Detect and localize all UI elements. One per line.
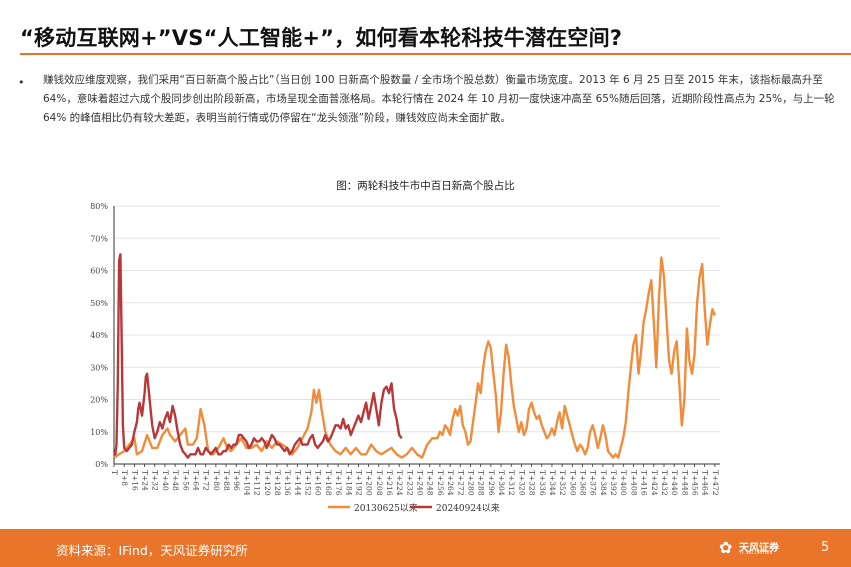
chart-legend: 20130625以来 20240924以来	[328, 503, 500, 514]
x-tick-label: T+40	[161, 470, 170, 491]
company-logo: ✿ 天风证券 TF SECURITIES	[719, 538, 805, 560]
x-tick-label: T+264	[446, 470, 455, 496]
x-tick-label: T+64	[191, 470, 200, 491]
flower-icon: ✿	[719, 538, 733, 557]
x-tick-label: T+472	[711, 470, 720, 496]
x-tick-label: T+168	[324, 470, 333, 496]
x-tick-label: T+336	[538, 470, 547, 496]
x-tick-label: T+400	[619, 470, 628, 496]
x-tick-label: T+16	[130, 470, 139, 491]
x-tick-label: T+304	[497, 470, 506, 496]
body-paragraph: 赚钱效应维度观察，我们采用“百日新高个股占比”（当日创 100 日新高个股数量 …	[43, 74, 835, 124]
x-tick-label: T+320	[517, 470, 526, 496]
page-number: 5	[821, 540, 830, 555]
x-tick-label: T+448	[680, 470, 689, 496]
series-line-1	[113, 256, 717, 459]
y-tick-label: 10%	[90, 428, 108, 437]
footer-bar: 资料来源：IFind，天风证券研究所 ✿ 天风证券 TF SECURITIES …	[0, 529, 851, 567]
x-tick-label: T+432	[660, 470, 669, 496]
x-tick-label: T+272	[456, 470, 465, 496]
x-tick-label: T	[110, 470, 119, 475]
x-tick-label: T+256	[436, 470, 445, 496]
x-tick-label: T+136	[283, 470, 292, 496]
x-tick-label: T+56	[181, 470, 190, 491]
source-note: 资料来源：IFind，天风证券研究所	[56, 543, 248, 558]
x-tick-label: T+112	[253, 470, 262, 496]
x-tick-label: T+152	[304, 470, 313, 496]
x-tick-label: T+392	[609, 470, 618, 496]
y-tick-label: 50%	[90, 299, 108, 308]
x-tick-label: T+248	[426, 470, 435, 496]
x-tick-label: T+280	[466, 470, 475, 496]
logo-subtitle: TF SECURITIES	[739, 551, 773, 556]
x-tick-label: T+408	[629, 470, 638, 496]
chart-series	[112, 253, 717, 459]
x-tick-label: T+464	[701, 470, 710, 496]
x-tick-label: T+376	[589, 470, 598, 496]
x-tick-label: T+104	[242, 470, 251, 496]
x-tick-label: T+8	[120, 470, 129, 486]
legend-label-series2: 20240924以来	[436, 503, 500, 514]
x-tick-label: T+32	[151, 470, 160, 491]
chart-grid	[114, 205, 720, 433]
x-tick-label: T+368	[579, 470, 588, 496]
x-tick-label: T+360	[568, 470, 577, 496]
x-tick-label: T+216	[385, 470, 394, 496]
x-tick-label: T+72	[202, 470, 211, 491]
x-tick-label: T+200	[365, 470, 374, 496]
x-tick-label: T+328	[528, 470, 537, 496]
x-tick-label: T+296	[487, 470, 496, 496]
x-axis-ticks: T T+8 T+16 T+24 T+32 T+40 T+48 T+56 T+64 T+72 T+80…	[110, 464, 720, 496]
y-tick-label: 0%	[95, 460, 108, 469]
x-tick-label: T+208	[375, 470, 384, 496]
y-tick-label: 40%	[90, 331, 108, 340]
x-tick-label: T+384	[599, 470, 608, 496]
x-tick-label: T+312	[507, 470, 516, 496]
x-tick-label: T+24	[141, 470, 150, 491]
x-tick-label: T+160	[314, 470, 323, 496]
x-tick-label: T+352	[558, 470, 567, 496]
x-tick-label: T+144	[293, 470, 302, 496]
x-tick-label: T+424	[650, 470, 659, 496]
x-tick-label: T+184	[344, 470, 353, 496]
title-divider	[20, 53, 851, 55]
chart-title: 图：两轮科技牛市中百日新高个股占比	[336, 180, 515, 192]
x-tick-label: T+120	[263, 470, 272, 496]
x-tick-label: T+456	[691, 470, 700, 496]
legend-label-series1: 20130625以来	[354, 503, 418, 514]
line-chart: 0%10%20%30%40%50%60%70%80% T T+8 T+16 T+24 T…	[90, 202, 720, 514]
y-tick-label: 20%	[90, 396, 108, 405]
x-tick-label: T+128	[273, 470, 282, 496]
y-tick-label: 70%	[90, 234, 108, 243]
bullet-marker: •	[18, 76, 25, 89]
x-tick-label: T+176	[334, 470, 343, 496]
x-tick-label: T+232	[405, 470, 414, 496]
x-tick-label: T+224	[395, 470, 404, 496]
x-tick-label: T+96	[232, 470, 241, 491]
x-tick-label: T+88	[222, 470, 231, 491]
y-tick-label: 30%	[90, 363, 108, 372]
series-line-2	[112, 253, 403, 459]
logo-name: 天风证券	[739, 543, 779, 554]
x-tick-label: T+80	[212, 470, 221, 491]
y-tick-label: 80%	[90, 202, 108, 211]
y-tick-label: 60%	[90, 267, 108, 276]
x-tick-label: T+344	[548, 470, 557, 496]
x-tick-label: T+240	[416, 470, 425, 496]
x-tick-label: T+48	[171, 470, 180, 491]
x-tick-label: T+192	[354, 470, 363, 496]
x-tick-label: T+440	[670, 470, 679, 496]
x-tick-label: T+288	[477, 470, 486, 496]
x-tick-label: T+416	[640, 470, 649, 496]
page-title: “移动互联网+”VS“人工智能+”，如何看本轮科技牛潜在空间?	[20, 26, 623, 50]
y-axis-ticks: 0% 10% 20% 30% 40% 50% 60% 70% 80%	[90, 202, 108, 469]
